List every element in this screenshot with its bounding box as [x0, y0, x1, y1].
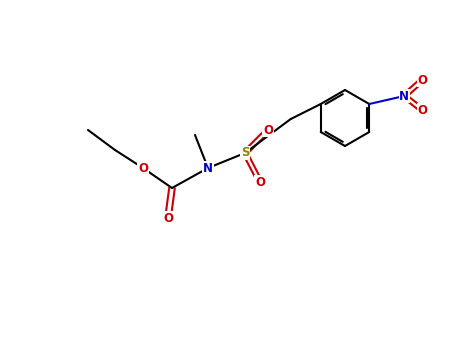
Text: O: O [163, 211, 173, 224]
Text: O: O [255, 175, 265, 189]
Text: O: O [417, 104, 427, 117]
Text: S: S [241, 147, 249, 160]
Text: O: O [138, 161, 148, 175]
Text: O: O [417, 74, 427, 86]
Text: N: N [399, 90, 409, 103]
Text: O: O [263, 124, 273, 136]
Text: N: N [203, 161, 213, 175]
